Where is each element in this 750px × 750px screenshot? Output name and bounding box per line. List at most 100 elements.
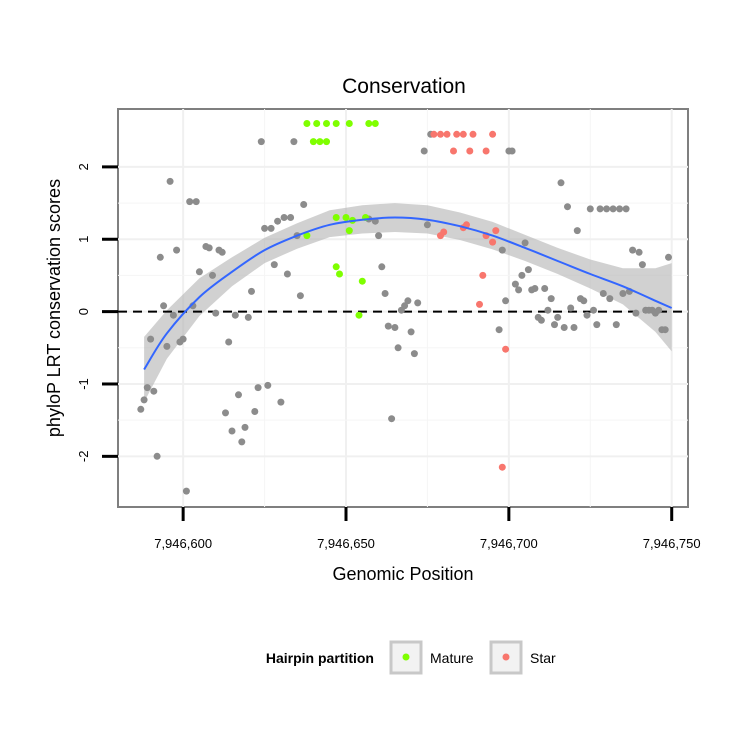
- data-point-other: [394, 344, 402, 352]
- data-point-other: [381, 290, 389, 297]
- data-point-other: [498, 246, 506, 254]
- data-point-other: [619, 290, 627, 297]
- data-point-star: [453, 130, 461, 138]
- y-axis: -2 -1 0 1 2: [76, 163, 118, 462]
- data-point-mature: [332, 214, 340, 221]
- data-point-mature: [313, 120, 321, 127]
- data-point-other: [270, 261, 278, 269]
- data-point-mature: [323, 120, 330, 127]
- data-point-other: [599, 290, 607, 297]
- data-point-mature: [303, 232, 311, 240]
- data-point-other: [632, 309, 640, 317]
- x-axis-title: Genomic Position: [332, 564, 473, 584]
- data-point-other: [560, 324, 568, 331]
- data-point-other: [140, 396, 148, 404]
- data-point-other: [661, 326, 669, 334]
- legend: Hairpin partition Mature Star: [266, 640, 556, 675]
- data-point-other: [557, 179, 565, 187]
- data-point-other: [186, 198, 194, 206]
- data-point-star: [502, 345, 510, 353]
- data-point-other: [153, 452, 161, 460]
- data-point-other: [192, 198, 200, 206]
- data-point-other: [238, 438, 246, 446]
- data-point-mature: [309, 138, 317, 146]
- data-point-other: [222, 409, 229, 417]
- data-point-other: [583, 311, 591, 319]
- data-point-other: [225, 338, 233, 346]
- data-point-other: [515, 286, 523, 294]
- data-point-mature: [365, 120, 373, 127]
- smooth-curve-layer: [143, 216, 673, 371]
- data-point-star: [430, 130, 438, 138]
- data-point-other: [147, 335, 155, 343]
- data-points-layer: [137, 120, 672, 495]
- data-point-other: [391, 324, 399, 331]
- data-point-other: [567, 304, 575, 312]
- data-point-other: [267, 224, 275, 232]
- data-point-star: [479, 271, 487, 279]
- data-point-other: [407, 328, 415, 336]
- data-point-other: [586, 205, 594, 213]
- data-point-other: [420, 147, 428, 155]
- data-point-other: [655, 306, 663, 314]
- data-point-other: [143, 384, 151, 392]
- data-point-star: [466, 147, 474, 155]
- data-point-other: [593, 321, 601, 329]
- data-point-other: [257, 138, 265, 146]
- data-point-other: [228, 427, 236, 435]
- data-point-other: [241, 423, 249, 431]
- data-point-mature: [336, 270, 343, 278]
- data-point-star: [450, 147, 457, 155]
- data-point-other: [388, 415, 396, 423]
- data-point-other: [635, 248, 643, 256]
- data-point-other: [606, 295, 614, 303]
- data-point-other: [590, 306, 597, 314]
- data-point-other: [205, 244, 213, 252]
- data-point-other: [166, 177, 174, 185]
- data-point-other: [195, 268, 203, 276]
- data-point-star: [482, 147, 490, 155]
- data-point-other: [570, 324, 578, 331]
- chart-title: Conservation: [342, 75, 466, 98]
- data-point-other: [423, 221, 431, 229]
- data-point-other: [287, 214, 295, 221]
- data-point-mature: [345, 227, 353, 235]
- smooth-curve: [143, 216, 673, 371]
- data-point-other: [564, 203, 571, 211]
- data-point-mature: [345, 120, 353, 127]
- data-point-other: [156, 253, 164, 261]
- data-point-other: [277, 398, 285, 406]
- data-point-other: [169, 311, 177, 319]
- y-tick-label: 0: [76, 308, 91, 315]
- data-point-other: [554, 313, 562, 321]
- data-point-other: [300, 201, 308, 208]
- data-point-other: [179, 335, 187, 343]
- data-point-other: [612, 321, 620, 329]
- x-axis: 7,946,600 7,946,650 7,946,700 7,946,750: [154, 507, 701, 551]
- data-point-other: [537, 316, 545, 324]
- data-point-other: [251, 408, 259, 415]
- grid-lines: [118, 109, 688, 507]
- data-point-other: [254, 384, 262, 392]
- data-point-other: [531, 285, 539, 292]
- data-point-mature: [358, 277, 366, 285]
- data-point-other: [495, 326, 503, 334]
- data-point-other: [638, 261, 646, 269]
- data-point-mature: [371, 120, 379, 127]
- y-tick-label: 2: [76, 163, 91, 170]
- data-point-mature: [316, 138, 324, 146]
- data-point-other: [665, 253, 672, 261]
- data-point-other: [502, 297, 510, 305]
- data-point-star: [459, 130, 467, 138]
- legend-swatch-star: [502, 653, 510, 661]
- data-point-other: [209, 271, 216, 279]
- data-point-other: [384, 322, 392, 330]
- data-point-other: [235, 391, 242, 399]
- y-tick-label: -2: [76, 451, 91, 463]
- x-tick-label: 7,946,600: [154, 536, 212, 551]
- data-point-other: [401, 302, 409, 310]
- data-point-other: [375, 232, 383, 240]
- data-point-star: [489, 130, 497, 138]
- data-point-other: [296, 292, 304, 300]
- data-point-other: [414, 299, 422, 307]
